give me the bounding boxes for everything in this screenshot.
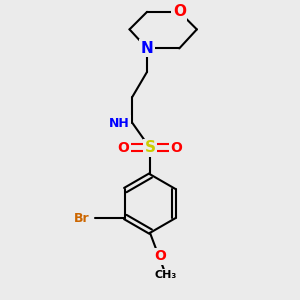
Text: N: N [141,41,153,56]
Text: CH₃: CH₃ [155,270,177,280]
Text: O: O [154,249,166,263]
Text: S: S [145,140,155,155]
Text: O: O [118,141,130,155]
Text: Br: Br [74,212,89,225]
Text: O: O [170,141,182,155]
Text: NH: NH [109,117,130,130]
Text: O: O [173,4,186,19]
